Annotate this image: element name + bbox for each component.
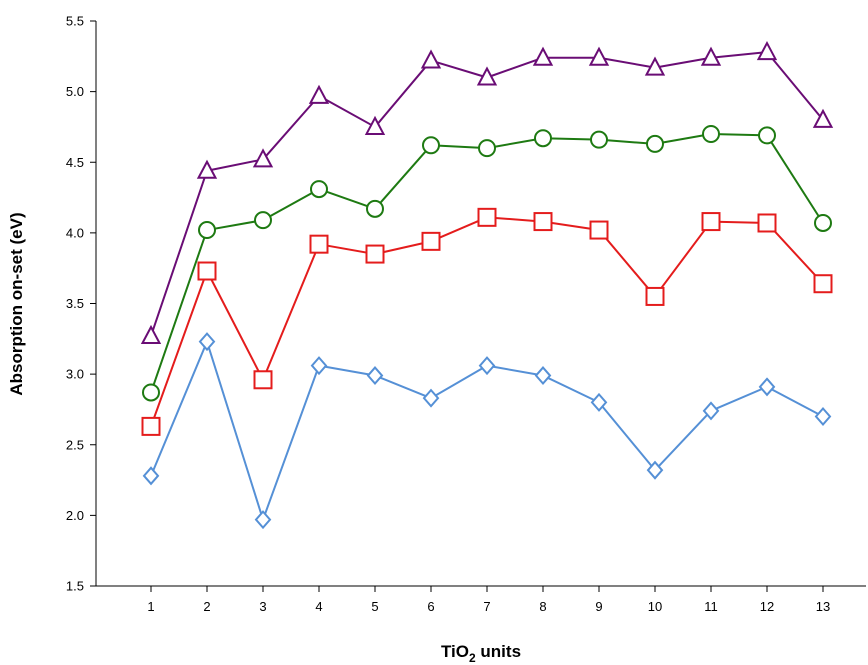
circle-marker [646, 134, 664, 153]
diamond-marker [142, 466, 160, 486]
diamond-marker [590, 392, 608, 412]
circle-marker [310, 180, 328, 199]
square-marker [365, 244, 385, 264]
triangle-marker [812, 108, 834, 128]
circle-marker [590, 130, 608, 149]
x-axis-title: TiO2 units [441, 642, 521, 665]
x-tick-label: 12 [760, 599, 774, 614]
x-tick-label: 6 [427, 599, 434, 614]
circle-marker [422, 136, 440, 155]
y-tick-label: 4.0 [66, 225, 84, 240]
diamond-marker [814, 406, 832, 427]
x-tick-label: 5 [371, 599, 378, 614]
circle-marker [142, 383, 160, 402]
diamond-marker [254, 510, 272, 530]
diamond-marker [478, 356, 496, 376]
triangle-marker [532, 46, 554, 66]
y-tick-label: 5.0 [66, 84, 84, 99]
y-tick-label: 5.5 [66, 14, 84, 29]
triangle-marker [420, 49, 442, 69]
series-triangle [140, 40, 834, 344]
triangle-marker [756, 40, 778, 61]
triangle-marker [644, 56, 666, 76]
square-marker [309, 234, 329, 254]
x-ticks: 1 2 3 4 5 6 7 8 9 10 11 12 13 [147, 586, 830, 614]
diamond-marker [646, 460, 664, 480]
triangle-marker [476, 66, 498, 86]
y-tick-label: 4.5 [66, 155, 84, 170]
x-tick-label: 13 [816, 599, 830, 614]
x-tick-label: 2 [203, 599, 210, 614]
circle-marker [702, 125, 720, 143]
diamond-marker [758, 377, 776, 397]
circle-marker [198, 221, 216, 240]
x-tick-label: 3 [259, 599, 266, 614]
triangle-marker [252, 148, 274, 168]
circle-marker [758, 126, 776, 145]
square-marker [701, 212, 721, 232]
diamond-marker [310, 356, 328, 376]
y-tick-label: 3.0 [66, 367, 84, 382]
x-axis-title-suffix: units [476, 642, 521, 661]
triangle-marker [308, 84, 330, 104]
y-tick-label: 2.5 [66, 437, 84, 452]
triangle-marker [196, 159, 218, 179]
x-tick-label: 7 [483, 599, 490, 614]
series-square [141, 207, 833, 436]
circle-marker [366, 199, 384, 218]
square-marker [421, 231, 441, 251]
x-tick-label: 9 [595, 599, 602, 614]
x-tick-label: 8 [539, 599, 546, 614]
x-tick-label: 10 [648, 599, 662, 614]
y-ticks: 1.5 2.0 2.5 3.0 3.5 4.0 4.5 5.0 5.5 [66, 14, 96, 594]
diamond-marker [366, 366, 384, 386]
circle-marker [814, 213, 832, 232]
x-tick-label: 1 [147, 599, 154, 614]
circle-marker [478, 139, 496, 158]
square-marker [589, 220, 609, 240]
series-diamond [142, 332, 832, 530]
x-axis-title-subscript: 2 [469, 651, 476, 665]
triangle-marker [140, 324, 162, 344]
circle-marker [254, 211, 272, 230]
x-axis-title-main: TiO [441, 642, 469, 661]
series-circle [142, 125, 832, 402]
series-layer [140, 40, 834, 530]
square-marker [477, 207, 497, 227]
diamond-marker [198, 332, 216, 352]
diamond-marker [702, 401, 720, 421]
x-tick-label: 4 [315, 599, 322, 614]
square-marker [645, 286, 665, 306]
diamond-marker [534, 366, 552, 386]
circle-marker [534, 129, 552, 148]
square-marker [197, 261, 217, 281]
square-marker [253, 370, 273, 390]
x-tick-label: 11 [704, 599, 718, 614]
triangle-marker [364, 115, 386, 135]
square-marker [813, 274, 833, 294]
y-axis-title: Absorption on-set (eV) [7, 212, 26, 395]
y-tick-label: 1.5 [66, 579, 84, 594]
y-tick-label: 2.0 [66, 508, 84, 523]
square-marker [141, 416, 161, 436]
y-tick-label: 3.5 [66, 296, 84, 311]
square-marker [533, 212, 553, 232]
triangle-marker [588, 46, 610, 66]
triangle-marker [700, 46, 722, 66]
diamond-marker [422, 388, 440, 408]
square-marker [757, 213, 777, 233]
